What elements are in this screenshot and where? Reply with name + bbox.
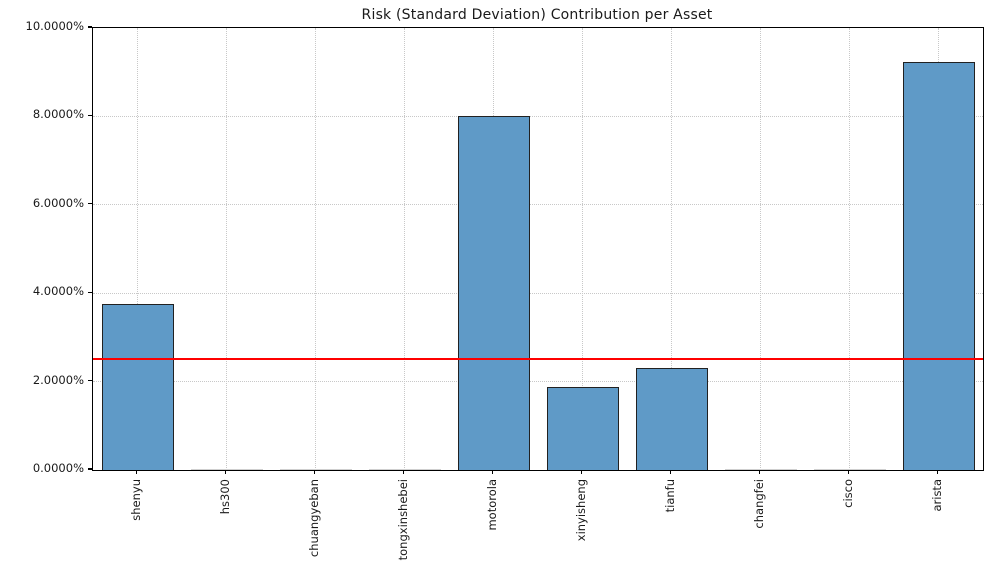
y-tick-label: 0.0000% bbox=[32, 461, 84, 475]
x-tick-label: hs300 bbox=[217, 479, 232, 515]
h-gridline bbox=[93, 115, 983, 117]
bar-cisco bbox=[813, 468, 886, 470]
v-gridline bbox=[137, 28, 138, 470]
h-gridline bbox=[93, 204, 983, 206]
v-gridline bbox=[671, 28, 672, 470]
y-tick-label: 4.0000% bbox=[32, 284, 84, 299]
v-gridline bbox=[315, 28, 316, 470]
v-gridline bbox=[404, 28, 405, 470]
x-tick-label: arista bbox=[929, 479, 944, 512]
bar-arista bbox=[902, 62, 975, 470]
x-tick-label: motorola bbox=[484, 479, 499, 531]
h-gridline bbox=[93, 381, 983, 383]
bar-changfei bbox=[724, 468, 797, 470]
h-gridline bbox=[93, 292, 983, 294]
x-tick-mark bbox=[580, 470, 583, 474]
bar-tianfu bbox=[635, 367, 708, 470]
y-tick-mark bbox=[88, 114, 92, 116]
y-tick-label: 10.0000% bbox=[25, 19, 84, 33]
y-tick-mark bbox=[88, 468, 92, 470]
y-tick-label: 8.0000% bbox=[32, 107, 84, 122]
x-tick-label: cisco bbox=[840, 479, 855, 508]
bar-chuangyeban bbox=[279, 468, 352, 470]
y-tick-mark bbox=[88, 203, 92, 205]
y-tick-mark bbox=[88, 291, 92, 293]
x-tick-label: shenyu bbox=[128, 479, 143, 521]
x-tick-mark bbox=[758, 470, 761, 474]
y-tick-mark bbox=[88, 380, 92, 382]
x-axis: shenyu hs300 chuangyeban tongxinshebei motor… bbox=[92, 470, 982, 586]
y-axis: 0.0000% 2.0000% 4.0000% 6.0000% 8.0000% 10.00… bbox=[0, 19, 92, 475]
bar-motorola bbox=[457, 115, 530, 470]
x-tick-mark bbox=[669, 470, 672, 474]
plot-area bbox=[92, 27, 984, 471]
x-tick-label: changfei bbox=[751, 479, 766, 529]
x-tick-label: xinyisheng bbox=[573, 479, 588, 542]
bar-shenyu bbox=[101, 304, 174, 470]
v-gridline bbox=[760, 28, 761, 470]
y-tick-mark bbox=[88, 26, 92, 28]
y-tick-label: 2.0000% bbox=[32, 372, 84, 387]
x-tick-mark bbox=[135, 470, 138, 474]
chart-title: Risk (Standard Deviation) Contribution p… bbox=[361, 7, 713, 23]
x-tick-mark bbox=[402, 470, 405, 474]
x-tick-label: tianfu bbox=[662, 479, 677, 513]
bar-xinyisheng bbox=[546, 387, 619, 470]
x-tick-mark bbox=[313, 470, 316, 474]
v-gridline bbox=[849, 28, 850, 470]
bar-tongxinshebei bbox=[368, 468, 441, 470]
y-tick-label: 6.0000% bbox=[32, 195, 84, 210]
bar-hs300 bbox=[190, 468, 263, 470]
x-tick-label: chuangyeban bbox=[306, 479, 321, 558]
x-tick-mark bbox=[491, 470, 494, 474]
v-gridline bbox=[582, 28, 583, 470]
v-gridline bbox=[226, 28, 227, 470]
x-tick-label: tongxinshebei bbox=[395, 479, 410, 561]
mean-reference-line bbox=[93, 357, 983, 360]
x-tick-mark bbox=[224, 470, 227, 474]
x-tick-mark bbox=[847, 470, 850, 474]
x-tick-mark bbox=[936, 470, 939, 474]
